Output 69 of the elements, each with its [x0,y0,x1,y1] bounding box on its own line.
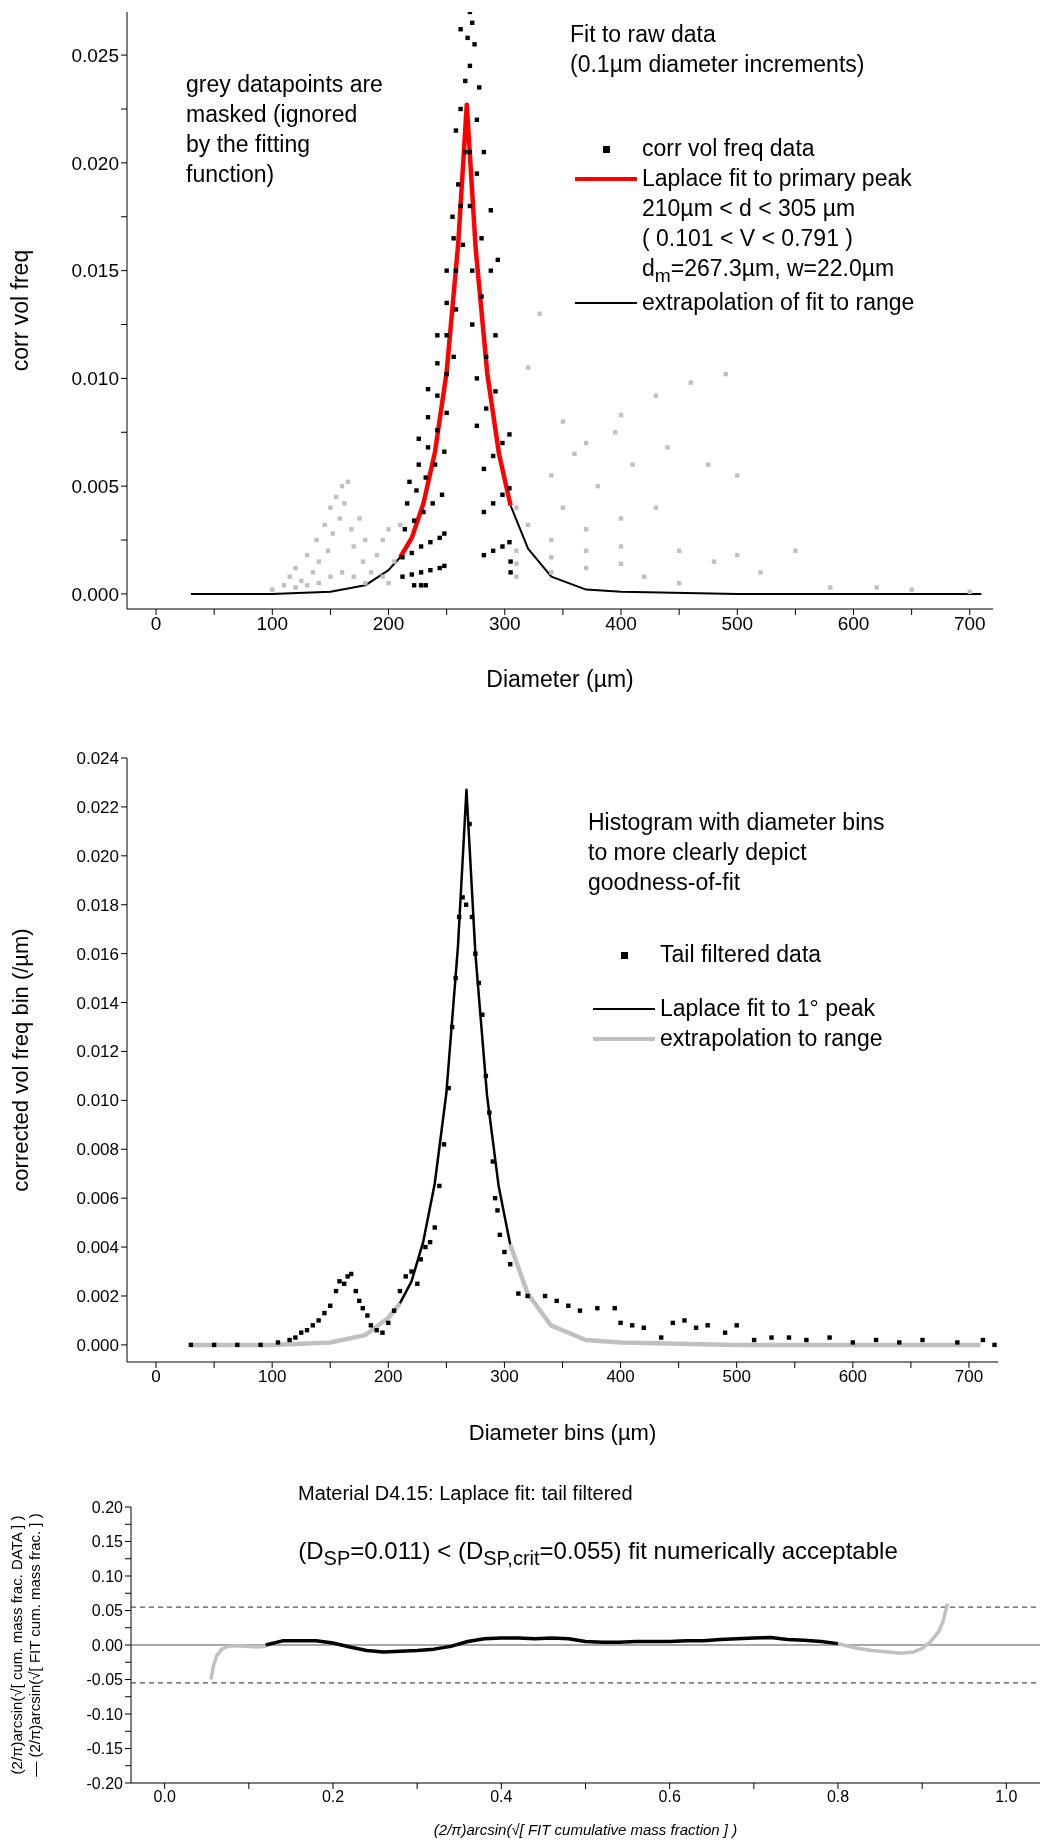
y-axis-title: (2/π)arcsin(√[ cum. mass frac. DATA ] ) — (2/π)arcsin(√[ FIT cum. mass frac. ] ) [8,1513,43,1777]
x-tick-label: 100 [257,1367,287,1387]
legend-label: corr vol freq data [642,134,815,163]
x-tick-label: 200 [372,613,405,635]
y-tick-label: 0.006 [76,1189,119,1209]
x-tick-label: 0.2 [321,1788,345,1806]
x-tick-label: 300 [490,1367,519,1387]
x-tick-label: 0 [151,1367,161,1387]
x-tick-label: 600 [837,613,870,635]
y-tick-label: -0.20 [86,1774,124,1792]
x-tick-label: 100 [256,613,289,635]
y-tick-label: 0.018 [76,895,119,915]
legend-label: extrapolation of fit to range [642,288,915,318]
x-axis-title: Diameter (µm) [486,666,634,692]
y-tick-label: 0.05 [91,1602,124,1620]
y-tick-label: 0.15 [91,1533,124,1551]
y-tick-label: -0.15 [86,1740,124,1758]
annotation: Histogram with diameter bins to more clearly depict goodness-of-fit [588,808,885,897]
x-tick-label: 0.0 [153,1788,176,1806]
x-tick-label: 0.4 [490,1788,513,1806]
x-tick-label: 200 [374,1367,403,1387]
x-tick-label: 0.8 [826,1788,850,1806]
line-series [397,102,513,560]
line-series [398,788,512,1305]
y-tick-label: 0.000 [76,1335,119,1355]
x-tick-label: 1.0 [995,1788,1018,1806]
y-tick-label: 0.004 [76,1238,119,1258]
x-tick-label: 300 [488,613,521,635]
y-tick-label: 0.020 [76,846,119,866]
x-axis-title: (2/π)arcsin(√[ FIT cumulative mass fraction ] ) [433,1821,738,1838]
y-tick-label: 0.015 [71,260,119,282]
annotation: (D$_{SP}$=0.011) < (D$_{SP,crit}$=0.055) fit numerically acceptable [297,1536,899,1571]
y-tick-label: 0.024 [76,749,119,769]
y-axis-title: corrected vol freq bin (/µm) [8,928,33,1192]
y-tick-label: 0.20 [91,1498,124,1516]
x-tick-label: 400 [605,613,637,635]
y-tick-label: 0.002 [76,1287,119,1307]
y-tick-label: -0.05 [86,1671,124,1689]
y-tick-label: 0.014 [76,993,119,1013]
x-tick-label: 700 [954,1367,984,1387]
line-series [263,1635,840,1654]
legend-label: Laplace fit to 1° peak [660,994,876,1023]
y-tick-label: 0.016 [76,944,119,964]
y-tick-label: 0.010 [71,368,119,390]
y-tick-label: -0.10 [86,1705,124,1723]
x-tick-label: 500 [721,613,754,635]
x-tick-label: 400 [606,1367,635,1387]
x-tick-label: 0 [150,613,162,635]
x-tick-label: 600 [838,1367,868,1387]
y-tick-label: 0.010 [76,1091,119,1111]
y-tick-label: 0.025 [71,44,119,66]
x-tick-label: 500 [722,1367,751,1387]
x-tick-label: 700 [953,613,986,635]
y-tick-label: 0.00 [91,1636,124,1654]
annotation: grey datapoints are masked (ignored by the fitting function) [186,70,383,189]
annotation: Fit to raw data (0.1µm diameter increments) [570,20,865,79]
x-tick-label: 0.6 [658,1788,681,1806]
y-tick-label: 0.000 [71,583,119,605]
y-axis-title: corr vol freq [7,249,33,372]
y-tick-label: 0.008 [76,1140,119,1160]
y-tick-label: 0.020 [71,152,119,174]
y-tick-label: 0.012 [76,1042,119,1062]
legend-label: extrapolation to range [660,1024,883,1053]
legend-label: Tail filtered data [660,940,822,969]
y-tick-label: 0.10 [91,1567,124,1585]
y-tick-label: 0.005 [71,475,119,497]
x-axis-title: Diameter bins (µm) [468,1420,657,1445]
chart-title: Material D4.15: Laplace fit: tail filtered [298,1482,633,1505]
y-tick-label: 0.022 [76,797,119,817]
